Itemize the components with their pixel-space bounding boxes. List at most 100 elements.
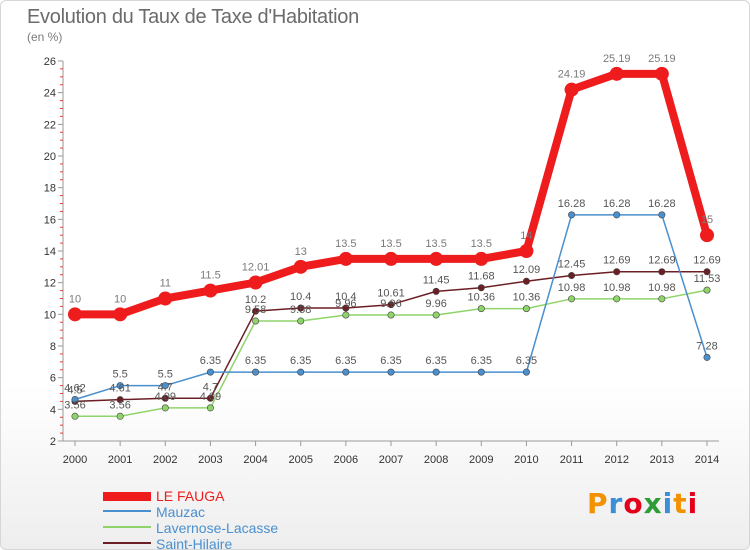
data-point (116, 396, 124, 404)
y-tick-label: 26 (44, 56, 56, 68)
data-label: 11 (160, 278, 171, 290)
legend-label-le-fauga: LE FAUGA (156, 488, 225, 504)
data-point (71, 396, 79, 404)
logo-letter: r (608, 487, 624, 520)
y-tick-label: 20 (44, 151, 56, 163)
chart-subtitle: (en %) (27, 30, 63, 44)
chart-title: Evolution du Taux de Taxe d'Habitation (27, 6, 359, 28)
logo-letter: x (643, 487, 663, 520)
data-point (297, 368, 305, 376)
y-tick-label: 4 (50, 404, 56, 416)
data-point (429, 251, 444, 266)
data-label: 6.35 (380, 355, 401, 367)
data-label: 6.35 (516, 355, 537, 367)
data-label: 4.61 (109, 383, 130, 395)
data-label: 7.28 (696, 340, 717, 352)
legend-label-mauzac: Mauzac (156, 504, 206, 520)
data-point (568, 272, 576, 280)
data-point (609, 66, 624, 81)
data-point (568, 295, 576, 303)
data-point (387, 368, 395, 376)
y-tick-label: 14 (44, 246, 56, 258)
data-label: 3.56 (64, 399, 85, 411)
data-point (564, 82, 579, 97)
logo-letter: o (623, 487, 644, 520)
data-label: 10.36 (468, 292, 496, 304)
data-point (384, 251, 398, 266)
data-label: 15 (701, 214, 713, 226)
data-point (71, 412, 79, 420)
x-tick-label: 2002 (153, 454, 177, 466)
data-label: 4.7 (158, 381, 173, 393)
data-point (158, 291, 173, 306)
data-point (613, 268, 621, 276)
data-point (248, 275, 263, 290)
y-tick-label: 8 (50, 341, 56, 353)
data-point (703, 268, 711, 276)
x-tick-label: 2001 (108, 454, 132, 466)
data-label: 9.96 (380, 298, 401, 310)
logo-letter: t (673, 487, 688, 520)
data-point (342, 304, 350, 312)
data-label: 4.5 (67, 384, 82, 396)
y-tick-label: 16 (44, 214, 56, 226)
data-label: 10.98 (603, 282, 631, 294)
data-label: 6.35 (200, 355, 221, 367)
x-tick-label: 2011 (560, 454, 584, 466)
data-label: 10.61 (377, 288, 405, 300)
data-label: 14 (520, 230, 532, 242)
data-label: 5.5 (158, 369, 173, 381)
x-tick-label: 2009 (469, 454, 493, 466)
data-label: 12.45 (558, 259, 586, 271)
data-point (474, 251, 489, 266)
data-label: 10.36 (513, 292, 541, 304)
data-label: 25.19 (648, 53, 676, 65)
proxiti-logo: Proxiti (587, 487, 698, 520)
data-point (654, 66, 669, 81)
y-tick-label: 18 (44, 183, 56, 195)
y-tick-label: 24 (44, 88, 56, 100)
x-tick-label: 2007 (379, 454, 403, 466)
data-point (338, 251, 353, 266)
data-point (161, 404, 169, 412)
legend-swatch-mauzac (103, 510, 151, 512)
data-point (568, 211, 576, 219)
data-label: 12.69 (648, 255, 676, 267)
data-label: 12.69 (603, 255, 631, 267)
data-point (387, 301, 395, 309)
data-point (252, 368, 260, 376)
data-label: 13 (295, 246, 307, 258)
x-tick-label: 2008 (424, 454, 448, 466)
data-label: 10.98 (648, 282, 676, 294)
logo-letter: i (687, 487, 699, 520)
data-point (522, 368, 530, 376)
data-point (519, 244, 534, 258)
x-tick-label: 2010 (514, 454, 538, 466)
data-label: 11.45 (423, 274, 450, 286)
data-point (203, 283, 218, 298)
legend-swatch-lavernose-lacasse (103, 526, 151, 528)
data-point (700, 228, 714, 243)
logo-letter: i (662, 487, 674, 520)
data-point (658, 268, 666, 276)
x-tick-label: 2000 (63, 454, 87, 466)
x-tick-label: 2006 (334, 454, 358, 466)
data-point (477, 284, 485, 292)
data-label: 4.09 (155, 391, 176, 403)
legend-swatch-saint-hilaire (103, 542, 151, 544)
data-point (658, 295, 666, 303)
data-label: 6.35 (245, 355, 266, 367)
data-point (387, 311, 395, 319)
data-point (477, 305, 485, 313)
data-label: 3.56 (109, 399, 130, 411)
data-label: 11.68 (468, 271, 495, 283)
data-label: 10.98 (558, 282, 586, 294)
data-point (68, 307, 82, 322)
data-point (161, 382, 169, 390)
data-label: 12.69 (693, 255, 721, 267)
data-label: 6.35 (290, 355, 311, 367)
data-point (658, 211, 666, 219)
data-label: 12.01 (242, 262, 270, 274)
